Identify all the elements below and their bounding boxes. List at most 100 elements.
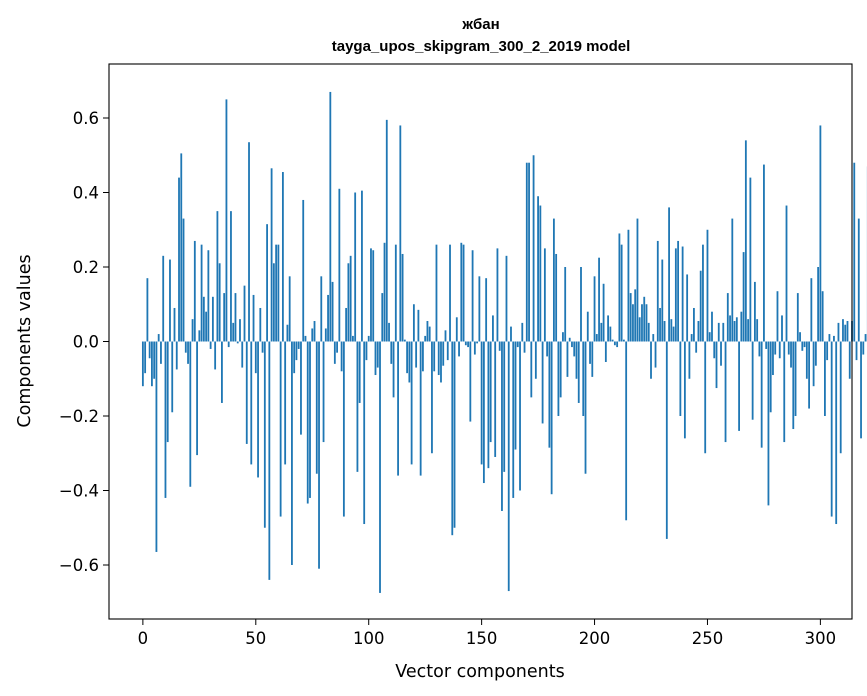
- bar: [230, 211, 232, 342]
- bar: [711, 311, 713, 342]
- bar: [846, 321, 849, 342]
- bar: [638, 317, 641, 342]
- bar: [358, 341, 361, 403]
- bar: [144, 341, 147, 374]
- bar: [241, 341, 244, 368]
- x-axis-label: Vector components: [395, 662, 564, 682]
- bar: [756, 319, 759, 342]
- bar: [514, 341, 517, 450]
- x-tick-label: 0: [138, 629, 149, 648]
- bar: [609, 326, 612, 342]
- bar: [272, 263, 275, 342]
- bar: [645, 304, 648, 342]
- bar: [342, 341, 345, 517]
- bar: [460, 242, 463, 342]
- bar: [708, 332, 711, 342]
- bar: [665, 341, 668, 539]
- bar: [862, 341, 865, 355]
- bar: [478, 276, 481, 342]
- bar: [331, 281, 334, 342]
- bar: [530, 341, 533, 398]
- y-tick-label: −0.2: [59, 407, 99, 426]
- bar: [277, 244, 280, 342]
- x-tick-label: 150: [466, 629, 498, 648]
- x-tick-label: 50: [245, 629, 266, 648]
- bar: [753, 281, 756, 342]
- bar: [546, 341, 549, 357]
- bar: [516, 341, 519, 348]
- bar: [171, 341, 174, 413]
- bar: [652, 334, 655, 342]
- bar: [182, 218, 185, 342]
- bar: [824, 341, 826, 416]
- bar: [783, 341, 786, 443]
- x-tick-label: 300: [805, 629, 837, 648]
- plot-frame: [108, 63, 853, 620]
- bar: [496, 248, 499, 342]
- bar: [690, 334, 693, 342]
- bar: [566, 341, 569, 377]
- bar: [365, 341, 368, 361]
- bar: [498, 341, 501, 351]
- bar: [211, 296, 214, 342]
- y-tick-label: 0.4: [73, 184, 99, 203]
- bar: [819, 125, 822, 342]
- bar: [473, 341, 476, 355]
- bar: [169, 259, 171, 342]
- bar: [785, 205, 788, 342]
- y-axis-ticks: 0.6 0.4 0.2 0.0 −0.2 −0.4 −0.6: [59, 109, 109, 575]
- bar: [151, 341, 153, 387]
- bar: [381, 293, 384, 342]
- bar: [320, 276, 323, 342]
- bar: [315, 341, 318, 474]
- bar: [735, 317, 738, 342]
- bar: [629, 293, 632, 342]
- bar: [270, 168, 273, 342]
- bar: [383, 242, 386, 342]
- bar: [157, 334, 160, 342]
- bar: [415, 341, 418, 368]
- bar: [234, 293, 237, 342]
- bar: [582, 341, 585, 416]
- bar: [697, 321, 700, 342]
- bar: [787, 341, 790, 355]
- bar: [412, 304, 415, 342]
- bar: [485, 278, 488, 342]
- x-tick-label: 100: [353, 629, 385, 648]
- bar: [864, 334, 867, 342]
- bar: [837, 322, 840, 342]
- bar: [749, 177, 752, 342]
- bar: [853, 162, 856, 342]
- bar: [717, 322, 720, 342]
- bar: [148, 341, 151, 359]
- bar: [193, 240, 196, 342]
- bar: [356, 341, 359, 472]
- bar: [471, 250, 474, 342]
- bar: [623, 339, 625, 342]
- bar: [306, 341, 309, 504]
- y-tick-label: 0.0: [73, 333, 99, 352]
- bar: [801, 341, 804, 351]
- bar: [221, 341, 223, 403]
- bar: [266, 224, 268, 342]
- bar: [562, 332, 564, 342]
- bar: [243, 285, 246, 342]
- bar: [503, 341, 506, 472]
- bar: [216, 211, 219, 342]
- chart-subtitle: tayga_upos_skipgram_300_2_2019 model: [332, 38, 631, 55]
- x-tick-label: 200: [579, 629, 611, 648]
- bar: [200, 244, 203, 342]
- bar: [659, 307, 661, 342]
- bar: [591, 341, 594, 377]
- bar: [616, 341, 619, 348]
- bar: [670, 319, 673, 342]
- bar: [480, 341, 483, 465]
- bar: [580, 267, 582, 342]
- bar: [191, 319, 194, 342]
- bar: [634, 289, 637, 342]
- bar: [225, 99, 228, 342]
- bar: [778, 341, 781, 359]
- bar: [726, 293, 729, 342]
- x-tick-label: 250: [692, 629, 724, 648]
- bar: [681, 246, 684, 342]
